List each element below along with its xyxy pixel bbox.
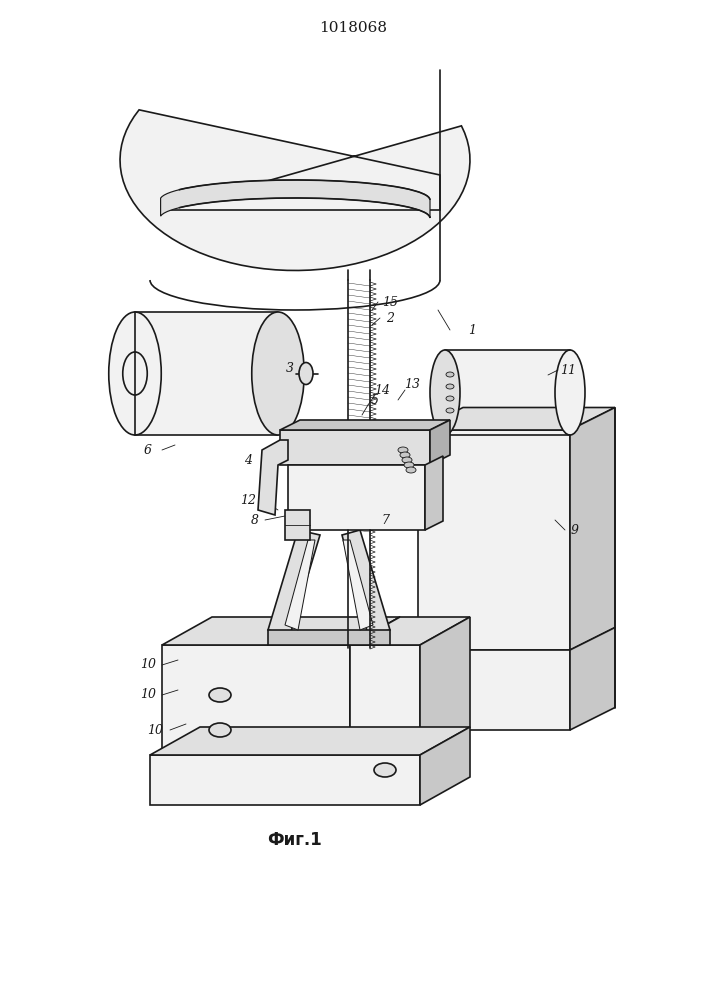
Polygon shape	[418, 408, 615, 430]
Text: 10: 10	[140, 658, 156, 672]
Polygon shape	[445, 350, 570, 435]
Polygon shape	[285, 540, 315, 630]
Polygon shape	[418, 430, 570, 650]
Ellipse shape	[404, 462, 414, 468]
Ellipse shape	[209, 723, 231, 737]
Ellipse shape	[430, 350, 460, 435]
Ellipse shape	[555, 350, 585, 435]
Text: 11: 11	[560, 363, 576, 376]
Text: 7: 7	[381, 514, 389, 526]
Polygon shape	[418, 650, 570, 730]
Ellipse shape	[446, 372, 454, 377]
Polygon shape	[425, 456, 443, 530]
Ellipse shape	[402, 457, 412, 463]
Polygon shape	[350, 617, 400, 755]
Polygon shape	[280, 430, 430, 465]
Text: 9: 9	[571, 524, 579, 536]
Text: 15: 15	[382, 296, 398, 308]
Polygon shape	[420, 617, 470, 755]
Polygon shape	[350, 617, 470, 645]
Polygon shape	[268, 630, 390, 645]
Polygon shape	[160, 180, 430, 218]
Text: 3: 3	[286, 361, 294, 374]
Polygon shape	[150, 727, 470, 755]
Ellipse shape	[446, 384, 454, 389]
Text: 10: 10	[147, 724, 163, 736]
Ellipse shape	[400, 452, 410, 458]
Polygon shape	[570, 408, 615, 650]
Polygon shape	[342, 530, 390, 635]
Text: 1018068: 1018068	[319, 21, 387, 35]
Text: 12: 12	[240, 493, 256, 506]
Text: 6: 6	[144, 444, 152, 456]
Text: 4: 4	[244, 454, 252, 466]
Polygon shape	[420, 727, 470, 805]
Ellipse shape	[446, 408, 454, 413]
Text: 8: 8	[251, 514, 259, 526]
Polygon shape	[343, 540, 373, 630]
Ellipse shape	[406, 467, 416, 473]
Text: 10: 10	[140, 688, 156, 702]
Text: 5: 5	[371, 393, 379, 406]
Polygon shape	[280, 420, 450, 430]
Polygon shape	[430, 420, 450, 465]
Ellipse shape	[398, 447, 408, 453]
Ellipse shape	[252, 312, 304, 435]
Text: 2: 2	[386, 312, 394, 324]
Text: 13: 13	[404, 378, 420, 391]
Ellipse shape	[209, 688, 231, 702]
Polygon shape	[288, 465, 425, 530]
Text: 1: 1	[468, 324, 476, 336]
Ellipse shape	[109, 312, 161, 435]
Polygon shape	[135, 312, 278, 435]
Text: Фиг.1: Фиг.1	[268, 831, 322, 849]
Polygon shape	[268, 530, 320, 635]
Polygon shape	[120, 110, 470, 270]
Text: 14: 14	[374, 383, 390, 396]
Polygon shape	[285, 510, 310, 540]
Polygon shape	[162, 617, 400, 645]
Polygon shape	[570, 628, 615, 730]
Polygon shape	[162, 645, 350, 755]
Polygon shape	[258, 440, 288, 515]
Ellipse shape	[374, 763, 396, 777]
Ellipse shape	[446, 396, 454, 401]
Polygon shape	[150, 755, 420, 805]
Ellipse shape	[299, 362, 313, 384]
Polygon shape	[350, 645, 420, 755]
